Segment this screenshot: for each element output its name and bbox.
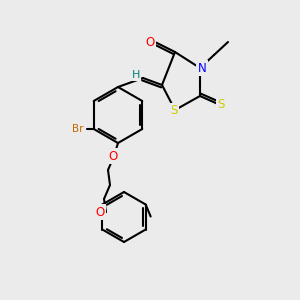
Text: O: O xyxy=(95,206,105,218)
Text: N: N xyxy=(198,61,206,74)
Text: O: O xyxy=(146,35,154,49)
Text: Br: Br xyxy=(72,124,83,134)
Text: H: H xyxy=(132,70,140,80)
Text: O: O xyxy=(108,149,118,163)
Text: S: S xyxy=(217,98,225,110)
Text: S: S xyxy=(170,104,178,118)
